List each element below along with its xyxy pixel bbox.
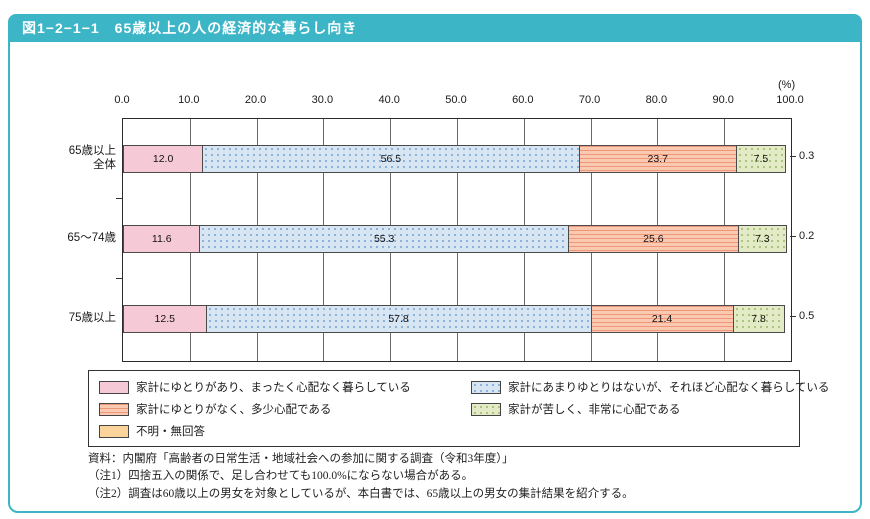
legend-swatch: [99, 402, 129, 416]
bar-segment: 56.5: [202, 145, 580, 173]
segment-value-label: 25.6: [643, 233, 664, 245]
legend-item: 不明・無回答: [99, 423, 465, 439]
legend-item: 家計にあまりゆとりはないが、それほど心配なく暮らしている: [471, 379, 829, 395]
segment-value-label: 23.7: [647, 153, 668, 165]
legend-item: 家計が苦しく、非常に心配である: [471, 401, 829, 417]
x-tick-label: 100.0: [776, 94, 804, 106]
source-note: 資料：内閣府「高齢者の日常生活・地域社会への参加に関する調査（令和3年度）」: [88, 453, 514, 465]
bar-segment: 57.8: [205, 305, 592, 333]
bar-segment: 7.3: [737, 225, 787, 253]
category-label: 65〜74歳: [67, 232, 116, 244]
outside-value-label: 0.5: [799, 310, 815, 322]
segment-value-label: 56.5: [380, 153, 402, 165]
note-1: （注1）四捨五入の関係で、足し合わせても100.0%にならない場合がある。: [88, 470, 474, 483]
percent-unit-label: (%): [778, 79, 796, 91]
segment-value-label: 11.6: [151, 233, 172, 245]
note-2: （注2）調査は60歳以上の男女を対象としているが、本白書では、65歳以上の男女の…: [88, 487, 634, 500]
figure-title: 図1−2−1−1 65歳以上の人の経済的な暮らし向き: [22, 20, 358, 36]
bar-segment: 11.6: [123, 225, 201, 253]
legend-swatch: [99, 424, 129, 438]
bar-segment: 25.6: [567, 225, 739, 253]
bar-segment: 55.3: [199, 225, 569, 253]
legend-swatch: [471, 380, 501, 394]
segment-value-label: 57.8: [388, 313, 409, 325]
legend-label: 家計にゆとりがあり、まったく心配なく暮らしている: [136, 382, 411, 394]
outside-value-tick: [790, 155, 796, 157]
x-tick-label: 70.0: [578, 94, 601, 106]
segment-value-label: 21.4: [651, 313, 673, 325]
outside-value-tick: [790, 315, 796, 317]
x-tick-label: 60.0: [512, 94, 534, 106]
bar-segment: 7.8: [732, 305, 785, 333]
stacked-bar: 11.6 55.3 25.6 7.3: [123, 225, 791, 253]
legend-label: 家計にあまりゆとりはないが、それほど心配なく暮らしている: [508, 382, 830, 394]
outside-value: 0.2: [790, 230, 814, 242]
segment-value-label: 12.5: [154, 313, 175, 325]
legend-label: 家計が苦しく、非常に心配である: [508, 404, 681, 416]
outside-value-label: 0.3: [799, 150, 815, 162]
outside-value-label: 0.2: [799, 230, 815, 242]
x-tick-label: 50.0: [445, 94, 467, 106]
bar-segment: 21.4: [590, 305, 734, 333]
segment-value-label: 7.3: [754, 233, 770, 245]
segment-value-label: 55.3: [373, 233, 395, 245]
segment-value-label: 7.8: [751, 313, 766, 325]
axis-minor-tick: [116, 278, 122, 279]
x-tick-label: 10.0: [178, 94, 200, 106]
legend-label: 家計にゆとりがなく、多少心配である: [136, 404, 332, 416]
segment-value-label: 12.0: [152, 153, 174, 165]
bar-segment: 12.5: [123, 305, 207, 333]
x-tick-label: 40.0: [378, 94, 400, 106]
axis-minor-tick: [116, 198, 122, 199]
stacked-bar: 12.0 56.5 23.7 7.5: [123, 145, 791, 173]
outside-value-tick: [790, 235, 796, 237]
bar-segment: 23.7: [578, 145, 737, 173]
legend: 家計にゆとりがあり、まったく心配なく暮らしている 家計にあまりゆとりはないが、それ…: [88, 370, 829, 447]
legend-label: 不明・無回答: [136, 426, 205, 438]
legend-swatch: [99, 380, 129, 394]
x-axis: 0.0 10.0 20.0 30.0 40.0 50.0 60.0 70.0 80.0 90.0 1…: [114, 94, 803, 110]
legend-item: 家計にゆとりがなく、多少心配である: [99, 401, 465, 417]
x-tick-label: 90.0: [712, 94, 734, 106]
plot-area: 12.0 56.5 23.7 7.5 11.6 55.3 25.6 7.3 12.5 57.8 21…: [122, 118, 792, 362]
figure-title-bar: 図1−2−1−1 65歳以上の人の経済的な暮らし向き: [8, 14, 862, 42]
stacked-bar: 12.5 57.8 21.4 7.8: [123, 305, 791, 333]
notes: 資料：内閣府「高齢者の日常生活・地域社会への参加に関する調査（令和3年度）」 （…: [88, 451, 634, 503]
legend-item: 家計にゆとりがあり、まったく心配なく暮らしている: [99, 379, 465, 395]
segment-value-label: 7.5: [753, 153, 769, 165]
x-tick-label: 20.0: [244, 94, 267, 106]
x-tick-label: 0.0: [114, 94, 130, 106]
category-label: 75歳以上: [68, 312, 116, 324]
legend-swatch: [471, 402, 501, 416]
outside-value: 0.3: [790, 150, 814, 162]
category-label: 65歳以上 全体: [68, 145, 116, 171]
outside-value: 0.5: [790, 310, 814, 322]
bar-segment: 7.5: [735, 145, 786, 173]
x-tick-label: 80.0: [645, 94, 668, 106]
bar-segment: 12.0: [123, 145, 204, 173]
x-tick-label: 30.0: [311, 94, 334, 106]
